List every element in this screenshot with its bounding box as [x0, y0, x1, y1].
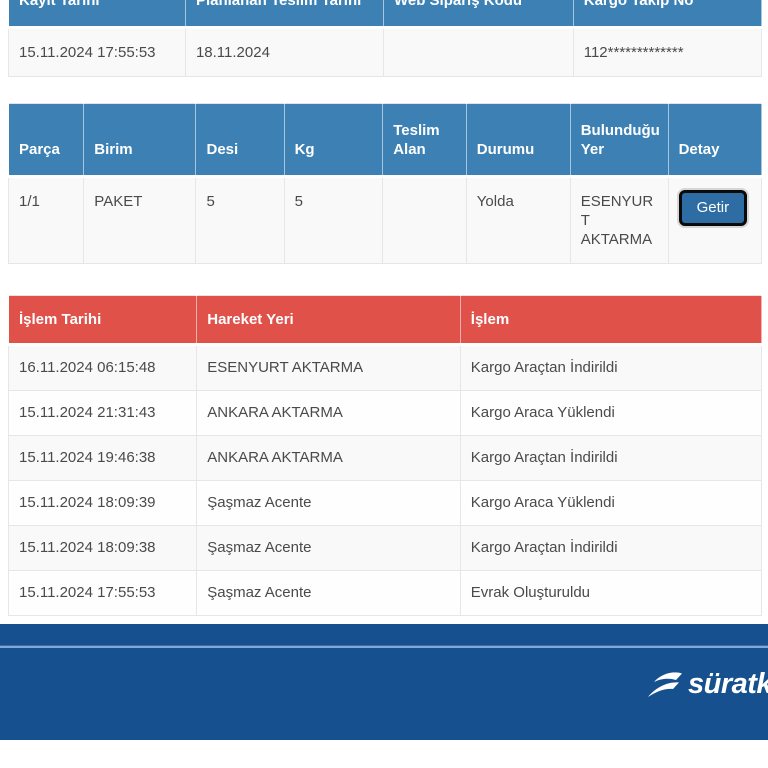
cell-kayit-tarihi: 15.11.2024 17:55:53 [8, 27, 186, 77]
movement-location: Şaşmaz Acente [196, 525, 461, 571]
movement-row: 15.11.2024 19:46:38 ANKARA AKTARMA Kargo… [7, 435, 763, 481]
cell-web-siparis-kodu [382, 27, 574, 77]
header-parca: Parça [7, 103, 85, 178]
cell-kargo-takip-no: 112************* [572, 27, 763, 77]
cargo-tracking-page: Kayıt Tarihi Planlanan Teslim Tarihi Web… [7, 0, 763, 616]
getir-button[interactable]: Getir [678, 190, 748, 226]
header-desi: Desi [195, 103, 285, 178]
footer: süratkargo [0, 624, 768, 740]
cell-parca: 1/1 [7, 176, 85, 264]
header-islem: İşlem [459, 295, 763, 346]
cell-planlanan-teslim-tarihi: 18.11.2024 [184, 27, 384, 77]
header-bulundugu-yer: Bulunduğu Yer [569, 103, 669, 178]
movement-date: 15.11.2024 18:09:39 [7, 480, 198, 526]
header-web-siparis-kodu: Web Sipariş Kodu [382, 0, 574, 29]
flash-swoosh-icon [648, 668, 684, 702]
cell-detay: Getir [667, 176, 763, 264]
header-detay: Detay [667, 103, 763, 178]
cell-kg: 5 [283, 176, 384, 264]
movement-date: 15.11.2024 17:55:53 [7, 570, 198, 616]
movement-row: 15.11.2024 21:31:43 ANKARA AKTARMA Kargo… [7, 390, 763, 436]
movement-location: Şaşmaz Acente [196, 480, 461, 526]
header-birim: Birim [83, 103, 197, 178]
movement-date: 15.11.2024 19:46:38 [7, 435, 198, 481]
movement-location: ANKARA AKTARMA [196, 390, 461, 436]
header-hareket-yeri: Hareket Yeri [196, 295, 461, 346]
cell-durumu: Yolda [465, 176, 571, 264]
movement-date: 15.11.2024 21:31:43 [7, 390, 198, 436]
shipment-summary-table: Kayıt Tarihi Planlanan Teslim Tarihi Web… [8, 0, 763, 77]
cell-birim: PAKET [83, 176, 197, 264]
header-kayit-tarihi: Kayıt Tarihi [8, 0, 186, 29]
movements-table: İşlem Tarihi Hareket Yeri İşlem 16.11.20… [7, 295, 763, 616]
summary-header-row: Kayıt Tarihi Planlanan Teslim Tarihi Web… [8, 0, 763, 29]
movement-row: 15.11.2024 18:09:39 Şaşmaz Acente Kargo … [7, 480, 763, 526]
movement-date: 16.11.2024 06:15:48 [7, 344, 198, 391]
cell-desi: 5 [195, 176, 285, 264]
movement-action: Evrak Oluşturuldu [459, 570, 763, 616]
movement-action: Kargo Araçtan İndirildi [459, 525, 763, 571]
movement-action: Kargo Araca Yüklendi [459, 390, 763, 436]
surat-kargo-logo: süratkargo [648, 666, 768, 702]
header-planlanan-teslim-tarihi: Planlanan Teslim Tarihi [184, 0, 384, 29]
header-kargo-takip-no: Kargo Takip No [572, 0, 763, 29]
summary-data-row: 15.11.2024 17:55:53 18.11.2024 112******… [8, 27, 763, 77]
movement-action: Kargo Araca Yüklendi [459, 480, 763, 526]
movement-location: ANKARA AKTARMA [196, 435, 461, 481]
cell-teslim-alan [382, 176, 467, 264]
movement-location: ESENYURT AKTARMA [196, 344, 461, 391]
movement-action: Kargo Araçtan İndirildi [459, 344, 763, 391]
header-teslim-alan: Teslim Alan [382, 103, 467, 178]
footer-divider-line [0, 645, 768, 648]
package-data-row: 1/1 PAKET 5 5 Yolda ESENYURT AKTARMA Get… [7, 176, 763, 264]
movements-header-row: İşlem Tarihi Hareket Yeri İşlem [7, 295, 763, 346]
header-islem-tarihi: İşlem Tarihi [7, 295, 198, 346]
package-header-row: Parça Birim Desi Kg Teslim Alan Durumu B… [7, 103, 763, 178]
header-durumu: Durumu [465, 103, 571, 178]
package-details-table: Parça Birim Desi Kg Teslim Alan Durumu B… [7, 103, 763, 264]
logo-text: süratkargo [688, 667, 768, 700]
movement-location: Şaşmaz Acente [196, 570, 461, 616]
movement-row: 15.11.2024 18:09:38 Şaşmaz Acente Kargo … [7, 525, 763, 571]
cell-bulundugu-yer: ESENYURT AKTARMA [569, 176, 669, 264]
movement-row: 16.11.2024 06:15:48 ESENYURT AKTARMA Kar… [7, 344, 763, 391]
movement-row: 15.11.2024 17:55:53 Şaşmaz Acente Evrak … [7, 570, 763, 616]
movement-action: Kargo Araçtan İndirildi [459, 435, 763, 481]
movement-date: 15.11.2024 18:09:38 [7, 525, 198, 571]
header-kg: Kg [283, 103, 384, 178]
